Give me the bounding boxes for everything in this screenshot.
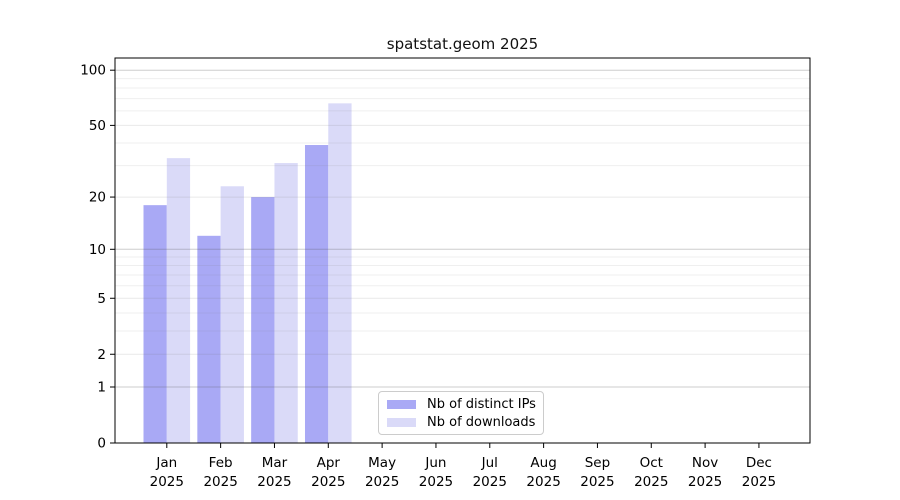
x-tick-label-month: Oct — [640, 455, 663, 471]
legend-swatch-downloads — [387, 417, 416, 427]
x-tick-label-year: 2025 — [150, 474, 184, 490]
x-tick-label-year: 2025 — [526, 474, 560, 490]
x-tick-label-month: Feb — [209, 455, 233, 471]
x-tick-label-month: Sep — [585, 455, 610, 471]
legend-item-distinct-ips: Nb of distinct IPs — [387, 396, 536, 412]
chart-title: spatstat.geom 2025 — [386, 35, 539, 53]
x-tick-label-year: 2025 — [203, 474, 237, 490]
y-tick-label: 100 — [80, 63, 106, 79]
bar-downloads-mar — [274, 163, 298, 443]
x-tick-label-year: 2025 — [419, 474, 453, 490]
y-tick-label: 5 — [97, 291, 106, 307]
x-tick-label-year: 2025 — [473, 474, 507, 490]
bar-distinct-ips-mar — [251, 197, 275, 443]
x-tick-label-month: Apr — [317, 455, 341, 471]
x-tick-label-month: Mar — [262, 455, 288, 471]
y-tick-label: 10 — [89, 242, 106, 258]
x-tick-label-month: Jul — [481, 455, 498, 471]
x-tick-label-year: 2025 — [742, 474, 776, 490]
y-tick-label: 0 — [97, 436, 106, 452]
y-tick-label: 50 — [89, 118, 106, 134]
x-tick-label-month: Aug — [530, 455, 556, 471]
y-tick-label: 1 — [97, 380, 106, 396]
bar-downloads-apr — [328, 103, 352, 443]
legend-label-distinct-ips: Nb of distinct IPs — [427, 396, 536, 412]
x-tick-label-year: 2025 — [365, 474, 399, 490]
axis-frame — [114, 57, 811, 444]
x-tick-label-month: Jan — [155, 455, 177, 471]
y-tick-label: 2 — [97, 347, 106, 363]
x-tick-label-month: May — [368, 455, 396, 471]
bar-distinct-ips-jan — [143, 205, 167, 443]
x-tick-label-month: Jun — [424, 455, 446, 471]
x-tick-label-year: 2025 — [257, 474, 291, 490]
y-tick-label: 20 — [89, 190, 106, 206]
bar-distinct-ips-feb — [197, 235, 221, 443]
legend-label-downloads: Nb of downloads — [427, 414, 536, 430]
x-tick-label-year: 2025 — [311, 474, 345, 490]
x-tick-label-year: 2025 — [634, 474, 668, 490]
x-tick-label-month: Dec — [746, 455, 772, 471]
x-tick-label-month: Nov — [692, 455, 718, 471]
legend: Nb of distinct IPs Nb of downloads — [378, 391, 544, 435]
bar-downloads-jan — [166, 158, 191, 443]
x-tick-label-year: 2025 — [688, 474, 722, 490]
x-tick-label-year: 2025 — [580, 474, 614, 490]
bar-downloads-feb — [220, 186, 244, 444]
legend-swatch-distinct-ips — [387, 399, 416, 409]
legend-item-downloads: Nb of downloads — [387, 415, 535, 430]
bar-distinct-ips-apr — [304, 145, 329, 443]
